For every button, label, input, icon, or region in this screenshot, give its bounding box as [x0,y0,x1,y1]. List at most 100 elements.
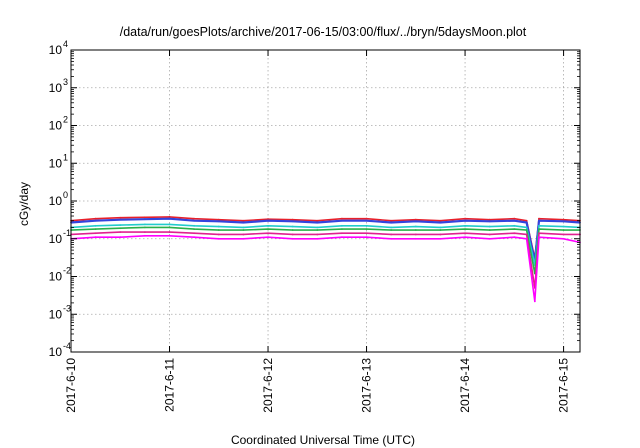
data-point [525,233,528,236]
data-point [464,224,466,227]
data-point [439,233,442,236]
y-axis-label: cGy/day [17,182,31,226]
x-tick-label: 2017-6-14 [458,358,472,413]
x-tick-label: 2017-6-12 [261,358,275,413]
data-point [316,221,319,224]
data-point [390,233,393,236]
data-point [119,218,122,221]
data-point [291,220,294,223]
data-point [94,217,97,220]
data-point [390,219,393,222]
data-point [143,231,146,234]
y-tick-exponent: 4 [63,39,68,49]
data-point [291,225,294,228]
data-point [513,219,516,222]
data-point [217,218,220,221]
data-point [168,217,171,220]
y-tick-label: 10 [49,81,63,95]
y-tick-exponent: -4 [63,341,71,351]
data-point [365,217,368,220]
data-point [242,229,245,231]
data-point [316,226,319,229]
data-point [267,219,269,222]
y-tick-exponent: 3 [63,77,68,87]
plot-frame [70,49,581,353]
data-point [267,232,269,235]
data-point [365,236,368,239]
data-point [562,237,565,240]
x-tick-label: 2017-6-13 [360,358,374,413]
data-point [365,224,368,227]
data-point [513,217,516,220]
data-point [94,228,97,231]
data-point [562,233,565,236]
data-point [488,229,491,231]
data-point [267,228,269,231]
data-point [143,234,146,237]
data-point [414,229,417,231]
data-point [365,228,368,231]
data-point [414,225,417,228]
data-point [488,233,491,236]
data-point [538,232,540,235]
data-point [513,228,516,231]
data-point [525,229,528,231]
data-point [390,229,393,231]
data-point [217,225,220,228]
y-tick-exponent: -1 [63,228,71,238]
data-point [94,236,97,239]
data-point [414,237,417,240]
data-point [341,219,343,222]
data-point [193,219,196,222]
series-line-5 [70,231,580,289]
y-tick-exponent: 2 [63,115,68,125]
y-tick-label: 10 [49,270,63,284]
data-point [341,232,343,235]
series-line-6 [70,235,581,303]
data-point [291,237,294,240]
data-point [242,237,245,240]
data-point [242,233,245,236]
y-tick-exponent: 1 [63,152,68,162]
data-point [488,220,491,223]
data-point [488,225,491,228]
data-point [538,219,540,222]
y-tick-label: 10 [49,307,63,321]
data-point [414,233,417,236]
series-line-4 [70,226,580,275]
data-point [316,233,319,236]
data-point [464,232,466,235]
data-point [119,236,122,239]
data-point [316,219,319,222]
chart-title: /data/run/goesPlots/archive/2017-06-15/0… [120,25,527,39]
data-point [119,216,122,219]
data-point [464,236,466,239]
data-point [316,229,319,231]
x-tick-label: 2017-6-11 [163,358,177,412]
data-point [217,220,220,223]
data-point [94,219,97,222]
y-tick-label: 10 [49,345,63,359]
data-point [193,228,196,231]
data-point [464,217,466,220]
data-point [365,232,368,235]
data-point [533,300,536,303]
grid [71,50,580,352]
data-point [291,233,294,236]
x-tick-label: 2017-6-10 [64,358,78,413]
data-point [143,218,146,221]
data-point [267,236,269,239]
data-point [538,236,540,239]
data-point [341,217,343,220]
series-line-2 [70,217,581,263]
data-point [119,231,122,234]
data-point [168,226,171,229]
data-point [291,229,294,231]
y-tick-exponent: -2 [63,266,71,276]
data-point [143,226,146,229]
data-point [390,237,393,240]
data-point [538,228,540,231]
data-point [193,236,196,239]
